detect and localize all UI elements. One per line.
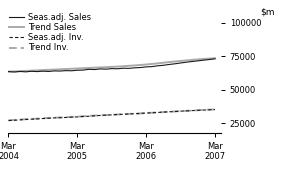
Legend: Seas.adj. Sales, Trend Sales, Seas.adj. Inv., Trend Inv.: Seas.adj. Sales, Trend Sales, Seas.adj. … [9, 13, 91, 53]
Y-axis label: $m: $m [260, 7, 275, 16]
